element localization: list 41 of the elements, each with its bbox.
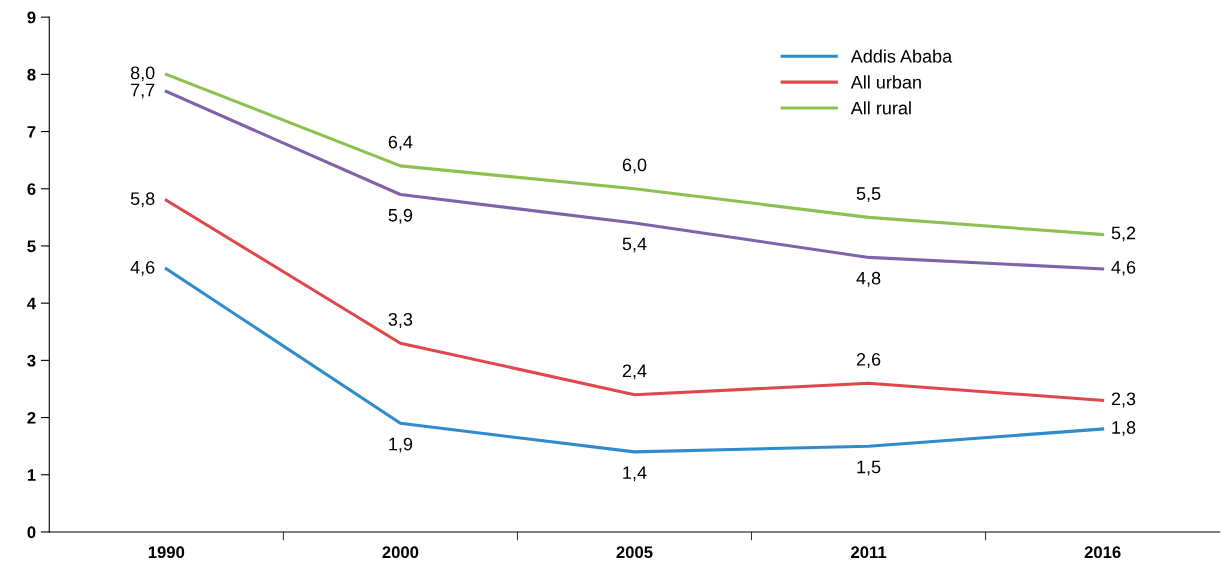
data-label: 2,3	[1111, 392, 1136, 408]
y-tick-label: 9	[27, 11, 36, 24]
y-tick-label: 7	[27, 126, 36, 138]
y-tick-label: 1	[27, 469, 36, 481]
line-series	[164, 72, 1105, 237]
data-label: 3,3	[388, 312, 413, 328]
legend-label: All rural	[850, 101, 911, 115]
legend-label: All urban	[850, 75, 921, 89]
line-series	[164, 267, 1105, 454]
data-label: 5,8	[130, 192, 155, 208]
data-label: 2,4	[622, 364, 647, 380]
data-label: 1,8	[1112, 421, 1136, 436]
data-label: 5,5	[856, 187, 881, 203]
data-label: 4,6	[130, 260, 155, 276]
y-tick-label: 8	[27, 68, 36, 81]
x-tick-label: 2000	[382, 546, 419, 559]
data-label: 6,4	[388, 135, 413, 151]
y-tick-label: 4	[27, 297, 36, 310]
data-label: 1,9	[389, 437, 413, 453]
data-label: 1,4	[623, 466, 647, 482]
y-tick-label: 2	[27, 411, 36, 424]
data-label: 1,5	[857, 460, 881, 476]
x-tick-label: 2005	[616, 546, 653, 559]
data-label: 7,7	[131, 83, 155, 99]
line-series	[164, 89, 1105, 271]
x-tick-label: 2016	[1084, 546, 1121, 559]
y-tick-label: 5	[27, 240, 36, 253]
data-label: 5,2	[1111, 226, 1136, 242]
data-label: 5,9	[388, 208, 413, 224]
data-label: 2,6	[856, 353, 881, 368]
y-tick-label: 3	[27, 354, 36, 367]
x-tick-label: 1990	[148, 546, 185, 559]
y-tick-label: 6	[27, 183, 36, 195]
y-tick-label: 0	[27, 526, 36, 539]
data-label: 5,4	[622, 237, 647, 253]
legend-label: Addis Ababa	[850, 49, 953, 63]
data-label: 4,6	[1111, 260, 1136, 276]
data-label: 8,0	[130, 66, 155, 82]
data-label: 6,0	[622, 158, 647, 174]
x-tick-label: 2011	[851, 546, 887, 559]
data-label: 4,8	[856, 271, 881, 287]
